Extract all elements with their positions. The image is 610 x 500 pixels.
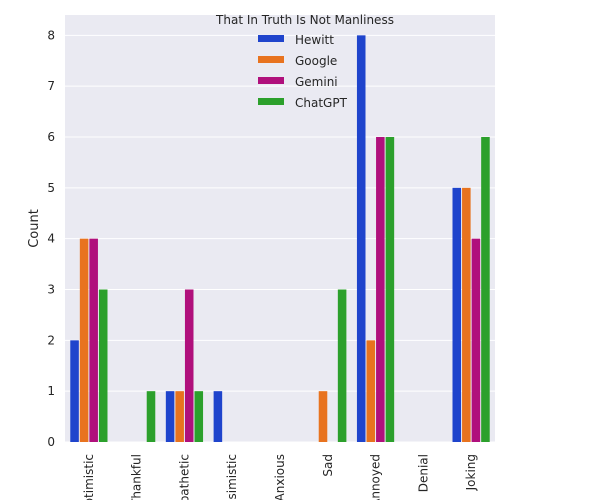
bar-chatgpt-annoyed: [385, 137, 395, 442]
bar-gemini-optimistic: [89, 238, 98, 442]
y-tick-label: 1: [47, 384, 55, 398]
x-tick-label: Denial: [416, 454, 430, 492]
bar-google-annoyed: [366, 340, 376, 442]
y-axis-label: Count: [27, 209, 42, 248]
bar-chatgpt-thankful: [146, 391, 156, 442]
y-tick-label: 7: [47, 79, 55, 93]
bar-hewitt-empathetic: [165, 391, 175, 442]
legend-swatch-gemini: [258, 77, 284, 84]
legend: That In Truth Is Not Manliness Hewitt Goo…: [215, 13, 394, 110]
bar-hewitt-optimistic: [70, 340, 79, 442]
bar-gemini-annoyed: [376, 137, 385, 442]
bar-google-sad: [318, 391, 328, 442]
bar-gemini-empathetic: [184, 289, 194, 442]
legend-label-chatgpt: ChatGPT: [295, 96, 348, 110]
grid-lines: [65, 34, 495, 443]
legend-title: That In Truth Is Not Manliness: [215, 13, 394, 27]
y-tick-label: 8: [47, 28, 55, 42]
bars: [70, 35, 490, 442]
legend-swatch-google: [258, 56, 284, 63]
bar-chatgpt-empathetic: [194, 391, 204, 442]
x-tick-label: Annoyed: [369, 454, 383, 500]
bar-google-joking: [462, 187, 471, 442]
y-tick-label: 6: [47, 130, 55, 144]
bar-chatgpt-optimistic: [98, 289, 108, 442]
y-tick-labels: 0 1 2 3 4 5 6 7 8: [47, 28, 55, 449]
x-tick-label: Sad: [321, 454, 335, 477]
bar-hewitt-joking: [452, 187, 462, 442]
bar-hewitt-pessimistic: [213, 391, 223, 442]
bar-google-optimistic: [79, 238, 89, 442]
legend-swatch-hewitt: [258, 35, 284, 42]
bar-chatgpt-joking: [481, 137, 490, 442]
x-tick-label: Joking: [464, 454, 478, 491]
x-tick-label: Pessimistic: [225, 454, 239, 500]
y-tick-label: 2: [47, 333, 55, 347]
x-tick-label: Anxious: [273, 454, 287, 500]
x-tick-label: Empathetic: [177, 454, 191, 500]
legend-label-google: Google: [295, 54, 337, 68]
legend-label-hewitt: Hewitt: [295, 33, 334, 47]
bar-chatgpt-sad: [337, 289, 347, 442]
bar-gemini-joking: [471, 238, 481, 442]
y-tick-label: 3: [47, 283, 55, 297]
y-tick-label: 0: [47, 435, 55, 449]
y-tick-label: 5: [47, 181, 55, 195]
bar-google-empathetic: [175, 391, 184, 442]
legend-label-gemini: Gemini: [295, 75, 338, 89]
x-tick-labels: Optimistic Thankful Empathetic Pessimistic A…: [82, 454, 478, 500]
y-tick-label: 4: [47, 232, 55, 246]
x-tick-label: Optimistic: [82, 454, 96, 500]
x-tick-label: Thankful: [130, 454, 144, 500]
bar-hewitt-annoyed: [356, 35, 366, 442]
legend-swatch-chatgpt: [258, 98, 284, 105]
